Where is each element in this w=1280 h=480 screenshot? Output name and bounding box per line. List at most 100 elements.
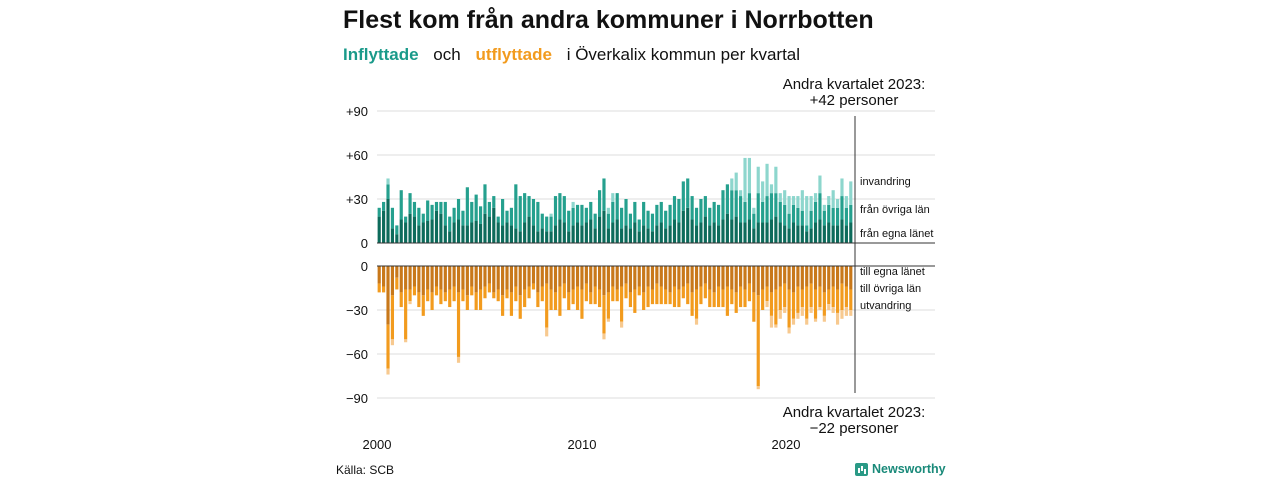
bar-ut-ovriga bbox=[580, 289, 584, 319]
bar-in-lan bbox=[478, 223, 483, 243]
bar-ut-utvandring bbox=[404, 339, 408, 343]
bar-ut-lan bbox=[395, 266, 399, 278]
bar-in-ovriga bbox=[664, 210, 668, 229]
bar-ut-ovriga bbox=[796, 286, 800, 313]
bar-in-invandring bbox=[743, 157, 747, 202]
bar-ut-ovriga bbox=[730, 289, 734, 305]
bar-in-lan bbox=[774, 216, 778, 243]
bar-ut-lan bbox=[377, 266, 381, 284]
bar-in-invandring bbox=[791, 196, 796, 205]
bar-ut-ovriga bbox=[611, 286, 615, 302]
bar-in-ovriga bbox=[430, 204, 434, 220]
bar-ut-lan bbox=[558, 266, 562, 287]
bar-ut-ovriga bbox=[452, 286, 456, 302]
bar-in-lan bbox=[531, 225, 536, 243]
bar-in-ovriga bbox=[646, 210, 650, 229]
chart-title: Flest kom från andra kommuner i Norrbott… bbox=[343, 6, 874, 34]
bar-in-invandring bbox=[386, 178, 390, 185]
bar-in-invandring bbox=[809, 196, 813, 211]
bar-in-lan bbox=[518, 231, 522, 243]
bar-ut-utvandring bbox=[835, 312, 840, 325]
bar-ut-lan bbox=[382, 266, 386, 287]
bar-in-ovriga bbox=[597, 190, 602, 217]
bar-in-ovriga bbox=[412, 201, 417, 217]
bar-in-ovriga bbox=[562, 196, 566, 223]
bar-in-ovriga bbox=[514, 184, 518, 229]
bar-in-ovriga bbox=[708, 207, 712, 226]
bar-in-ovriga bbox=[496, 216, 500, 223]
bar-in-ovriga bbox=[840, 196, 844, 220]
bar-ut-ovriga bbox=[725, 286, 729, 316]
bar-ut-ovriga bbox=[558, 286, 562, 316]
subtitle-inflyttade: Inflyttade bbox=[343, 45, 419, 64]
bar-ut-lan bbox=[650, 266, 655, 290]
bar-in-ovriga bbox=[633, 201, 637, 223]
bar-ut-ovriga bbox=[831, 286, 835, 308]
bar-in-ovriga bbox=[624, 199, 628, 226]
bar-in-lan bbox=[835, 225, 840, 243]
bar-ut-ovriga bbox=[840, 283, 844, 310]
bar-ut-ovriga bbox=[672, 286, 677, 308]
series-label: till övriga län bbox=[860, 283, 921, 295]
bar-in-lan bbox=[756, 222, 760, 243]
bar-ut-utvandring bbox=[778, 310, 782, 319]
bar-ut-lan bbox=[501, 266, 505, 296]
source-note: Källa: SCB bbox=[336, 463, 395, 477]
bar-in-ovriga bbox=[461, 210, 465, 226]
bar-ut-ovriga bbox=[747, 283, 752, 302]
bar-ut-ovriga bbox=[408, 289, 412, 302]
bar-ut-lan bbox=[478, 266, 483, 290]
bar-in-lan bbox=[549, 231, 553, 243]
bar-ut-lan bbox=[774, 266, 778, 290]
bar-in-ovriga bbox=[805, 225, 809, 232]
bar-ut-ovriga bbox=[417, 292, 421, 308]
bar-ut-lan bbox=[456, 266, 461, 293]
chart-icon bbox=[855, 462, 868, 476]
bar-ut-ovriga bbox=[765, 286, 769, 302]
bar-ut-ovriga bbox=[496, 289, 500, 302]
bar-in-ovriga bbox=[813, 201, 818, 223]
bar-in-invandring bbox=[734, 172, 738, 191]
bar-in-lan bbox=[633, 222, 637, 243]
bar-in-invandring bbox=[800, 190, 804, 211]
bar-ut-ovriga bbox=[509, 292, 514, 316]
bar-ut-lan bbox=[778, 266, 782, 287]
bar-in-invandring bbox=[571, 201, 575, 208]
bar-ut-utvandring bbox=[791, 318, 796, 325]
y-tick-label: +60 bbox=[346, 148, 368, 163]
bar-ut-utvandring bbox=[840, 310, 844, 319]
bar-ut-lan bbox=[699, 266, 703, 287]
bar-ut-lan bbox=[399, 266, 403, 293]
bar-ut-ovriga bbox=[734, 292, 738, 313]
bar-in-lan bbox=[501, 225, 505, 243]
bar-in-ovriga bbox=[589, 201, 593, 220]
bar-in-lan bbox=[527, 216, 531, 243]
bar-in-ovriga bbox=[536, 201, 540, 232]
bar-in-lan bbox=[739, 222, 743, 243]
bar-in-lan bbox=[752, 228, 756, 243]
subtitle-rest: i Överkalix kommun per kvartal bbox=[566, 45, 801, 64]
bar-ut-lan bbox=[791, 266, 796, 293]
bar-in-ovriga bbox=[809, 210, 813, 229]
bar-ut-lan bbox=[712, 266, 716, 293]
bar-ut-utvandring bbox=[769, 315, 774, 328]
bar-in-ovriga bbox=[518, 196, 522, 232]
bar-in-ovriga bbox=[747, 193, 752, 220]
bar-ut-utvandring bbox=[827, 304, 831, 310]
bar-ut-ovriga bbox=[461, 289, 465, 302]
bar-in-invandring bbox=[606, 207, 610, 214]
subtitle-utflyttade: utflyttade bbox=[475, 45, 552, 64]
bar-ut-lan bbox=[390, 266, 395, 296]
bar-in-invandring bbox=[549, 213, 553, 217]
bar-in-lan bbox=[404, 222, 408, 243]
bar-in-lan bbox=[769, 219, 774, 243]
bar-ut-lan bbox=[849, 266, 853, 290]
bar-ut-ovriga bbox=[844, 286, 848, 308]
bar-ut-lan bbox=[668, 266, 672, 293]
bar-in-lan bbox=[443, 225, 447, 243]
series-label: utvandring bbox=[860, 300, 911, 312]
bar-ut-lan bbox=[461, 266, 465, 290]
bar-ut-lan bbox=[470, 266, 474, 287]
bar-ut-lan bbox=[721, 266, 725, 290]
bar-ut-lan bbox=[545, 266, 549, 284]
